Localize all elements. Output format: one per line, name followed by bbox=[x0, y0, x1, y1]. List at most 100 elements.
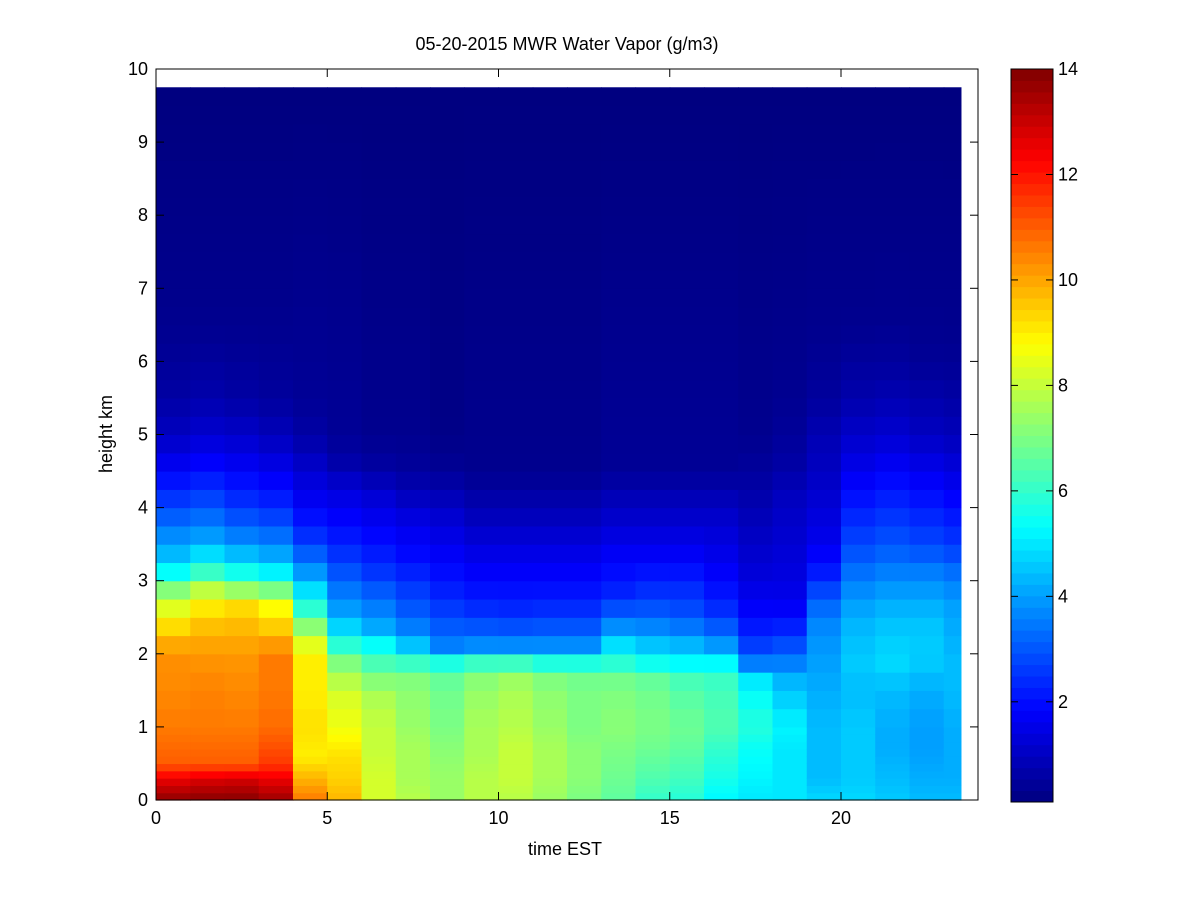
heatmap-cell bbox=[532, 763, 568, 772]
heatmap-cell bbox=[875, 196, 911, 216]
heatmap-cell bbox=[430, 672, 465, 691]
heatmap-cell bbox=[258, 792, 294, 801]
heatmap-cell bbox=[395, 635, 431, 655]
heatmap-cell bbox=[806, 471, 842, 490]
heatmap-cell bbox=[841, 756, 876, 765]
heatmap-cell bbox=[806, 270, 842, 289]
heatmap-cell bbox=[156, 690, 191, 710]
y-tick-label: 5 bbox=[138, 425, 148, 445]
heatmap-cell bbox=[772, 471, 808, 490]
heatmap-cell bbox=[841, 748, 876, 757]
heatmap-cell bbox=[806, 142, 842, 161]
heatmap-cell bbox=[601, 397, 637, 417]
heatmap-cell bbox=[327, 617, 363, 637]
heatmap-cell bbox=[258, 196, 294, 216]
heatmap-cell bbox=[498, 142, 534, 161]
heatmap-cell bbox=[293, 778, 328, 786]
heatmap-cell bbox=[601, 653, 637, 673]
heatmap-cell bbox=[772, 544, 808, 564]
heatmap-cell bbox=[635, 770, 671, 779]
heatmap-cell bbox=[635, 635, 671, 655]
colorbar-segment bbox=[1011, 653, 1053, 666]
heatmap-cell bbox=[464, 434, 500, 454]
heatmap-cell bbox=[430, 233, 465, 253]
heatmap-cell bbox=[704, 178, 739, 198]
heatmap-cell bbox=[943, 734, 962, 743]
heatmap-cell bbox=[293, 87, 328, 107]
heatmap-cell bbox=[841, 653, 876, 673]
heatmap-cell bbox=[635, 734, 671, 743]
heatmap-cell bbox=[498, 215, 534, 235]
heatmap-cell bbox=[395, 105, 431, 125]
heatmap-cell bbox=[156, 741, 191, 750]
heatmap-cell bbox=[361, 617, 397, 637]
heatmap-cell bbox=[601, 105, 637, 125]
heatmap-cell bbox=[532, 489, 568, 509]
heatmap-cell bbox=[943, 635, 962, 655]
heatmap-cell bbox=[156, 562, 191, 582]
heatmap-cell bbox=[532, 361, 568, 381]
heatmap-cell bbox=[532, 562, 568, 582]
heatmap-cell bbox=[635, 196, 671, 216]
heatmap-cell bbox=[327, 562, 363, 582]
heatmap-cell bbox=[943, 653, 962, 673]
heatmap-cell bbox=[909, 580, 945, 600]
heatmap-cell bbox=[841, 598, 876, 618]
heatmap-cell bbox=[875, 778, 911, 786]
heatmap-cell bbox=[395, 778, 431, 786]
heatmap-cell bbox=[156, 306, 191, 326]
heatmap-cell bbox=[430, 123, 465, 143]
heatmap-cell bbox=[361, 741, 397, 750]
heatmap-cell bbox=[327, 792, 363, 801]
heatmap-cell bbox=[224, 562, 260, 582]
heatmap-cell bbox=[943, 748, 962, 757]
heatmap-cell bbox=[361, 471, 397, 490]
colorbar-segment bbox=[1011, 767, 1053, 780]
heatmap-cell bbox=[464, 324, 500, 344]
heatmap-cell bbox=[635, 270, 671, 289]
heatmap-cell bbox=[772, 507, 808, 527]
heatmap-cell bbox=[601, 160, 637, 180]
y-tick-label: 0 bbox=[138, 790, 148, 810]
heatmap-cell bbox=[258, 434, 294, 454]
heatmap-cell bbox=[772, 635, 808, 655]
heatmap-cell bbox=[601, 87, 637, 107]
heatmap-cell bbox=[293, 544, 328, 564]
heatmap-cell bbox=[875, 741, 911, 750]
heatmap-cell bbox=[190, 562, 226, 582]
heatmap-cell bbox=[567, 507, 602, 527]
heatmap-cell bbox=[738, 778, 774, 786]
heatmap-cell bbox=[224, 756, 260, 765]
heatmap-cell bbox=[498, 306, 534, 326]
heatmap-cell bbox=[567, 785, 602, 794]
heatmap-cell bbox=[909, 123, 945, 143]
heatmap-cell bbox=[841, 215, 876, 235]
heatmap-cell bbox=[156, 748, 191, 757]
heatmap-cell bbox=[498, 123, 534, 143]
heatmap-cell bbox=[601, 741, 637, 750]
heatmap-cell bbox=[704, 580, 739, 600]
heatmap-cell bbox=[395, 580, 431, 600]
heatmap-cell bbox=[909, 160, 945, 180]
colorbar-segment bbox=[1011, 584, 1053, 597]
chart-title: 05-20-2015 MWR Water Vapor (g/m3) bbox=[415, 34, 718, 54]
heatmap-cell bbox=[258, 544, 294, 564]
heatmap-cell bbox=[190, 726, 226, 735]
heatmap-cell bbox=[258, 123, 294, 143]
heatmap-cell bbox=[909, 196, 945, 216]
x-tick-label: 0 bbox=[151, 808, 161, 828]
heatmap-cell bbox=[738, 288, 774, 308]
heatmap-cell bbox=[704, 251, 739, 271]
heatmap-cell bbox=[841, 708, 876, 728]
colorbar-segment bbox=[1011, 446, 1053, 459]
colorbar-segment bbox=[1011, 378, 1053, 391]
heatmap-cell bbox=[258, 105, 294, 125]
heatmap-cell bbox=[361, 726, 397, 735]
heatmap-cell bbox=[430, 525, 465, 545]
heatmap-cell bbox=[635, 690, 671, 710]
heatmap-cell bbox=[327, 123, 363, 143]
heatmap-cell bbox=[738, 507, 774, 527]
heatmap-cell bbox=[601, 251, 637, 271]
heatmap-cell bbox=[464, 785, 500, 794]
heatmap-cell bbox=[704, 726, 739, 735]
